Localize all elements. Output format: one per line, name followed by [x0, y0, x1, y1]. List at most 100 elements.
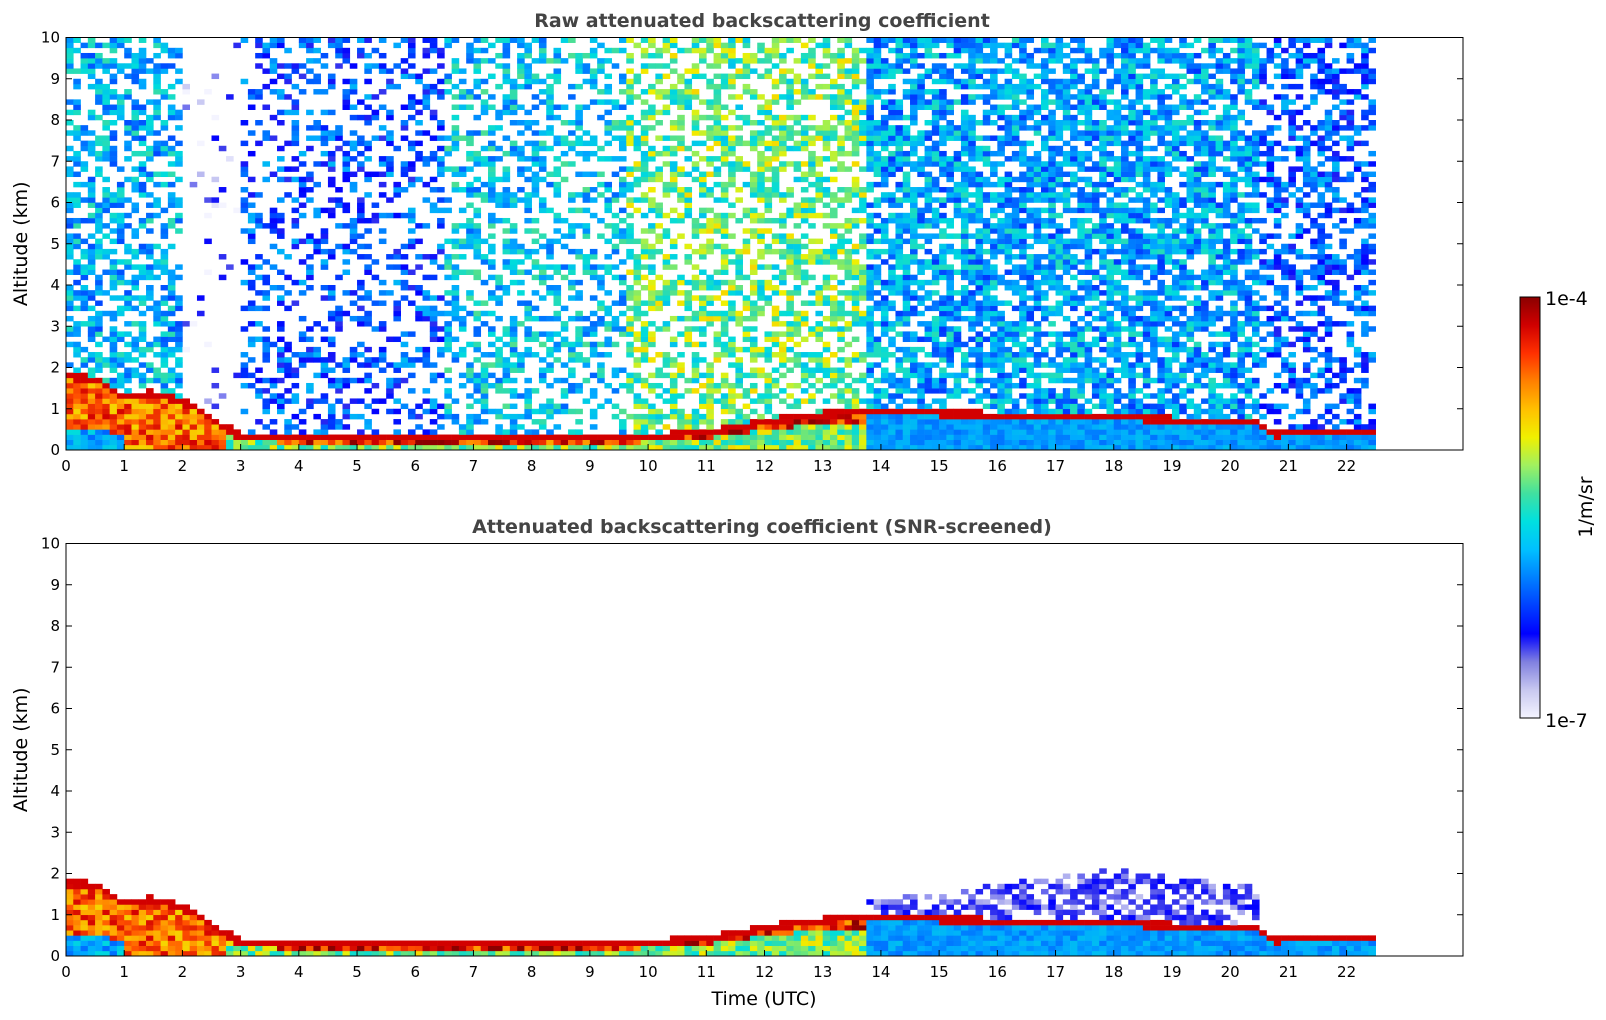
heatmap-cell: [939, 346, 947, 353]
heatmap-cell: [95, 285, 103, 291]
heatmap-cell: [66, 269, 74, 275]
heatmap-cell: [844, 362, 853, 368]
heatmap-cell: [626, 140, 634, 147]
heatmap-cell: [517, 68, 525, 74]
heatmap-cell: [466, 310, 474, 317]
heatmap-cell: [306, 254, 314, 260]
heatmap-cell: [931, 99, 940, 105]
heatmap-cell: [116, 424, 125, 430]
heatmap-cell: [400, 434, 409, 440]
heatmap-cell: [247, 228, 256, 234]
heatmap-cell: [240, 161, 249, 167]
heatmap-cell: [175, 109, 183, 116]
heatmap-cell: [931, 326, 940, 332]
heatmap-cell: [444, 78, 452, 85]
heatmap-cell: [66, 192, 74, 198]
heatmap-cell: [131, 434, 140, 440]
heatmap-cell: [699, 52, 707, 59]
heatmap-cell: [684, 388, 693, 394]
heatmap-cell: [407, 161, 416, 167]
heatmap-cell: [931, 145, 940, 152]
heatmap-cell: [764, 382, 773, 389]
heatmap-cell: [87, 398, 96, 404]
heatmap-cell: [386, 135, 394, 141]
heatmap-cell: [509, 439, 518, 446]
heatmap-cell: [400, 352, 409, 358]
heatmap-cell: [902, 388, 911, 394]
heatmap-cell: [531, 388, 540, 394]
heatmap-cell: [371, 429, 380, 435]
heatmap-cell: [779, 73, 787, 80]
heatmap-cell: [357, 140, 365, 147]
heatmap-cell: [284, 109, 292, 116]
heatmap-cell: [764, 444, 773, 451]
heatmap-cell: [851, 161, 860, 167]
heatmap-cell: [648, 145, 656, 152]
heatmap-cell: [116, 68, 125, 74]
heatmap-cell: [277, 248, 285, 255]
heatmap-cell: [742, 37, 751, 43]
heatmap-cell: [509, 94, 518, 100]
heatmap-cell: [633, 269, 642, 275]
heatmap-cell: [269, 439, 278, 446]
heatmap-cell: [815, 156, 824, 162]
heatmap-cell: [167, 290, 176, 296]
heatmap-cell: [866, 212, 874, 219]
heatmap-cell: [735, 321, 743, 327]
heatmap-cell: [626, 388, 634, 394]
heatmap-cell: [931, 207, 940, 214]
heatmap-cell: [822, 47, 831, 54]
heatmap-cell: [298, 89, 307, 95]
heatmap-cell: [699, 295, 707, 301]
heatmap-cell: [80, 58, 89, 64]
heatmap-cell: [407, 42, 416, 49]
heatmap-cell: [109, 238, 118, 245]
heatmap-cell: [808, 125, 816, 131]
heatmap-cell: [749, 228, 758, 234]
heatmap-cell: [837, 346, 845, 353]
heatmap-cell: [204, 341, 212, 348]
heatmap-cell: [73, 393, 81, 399]
heatmap-cell: [291, 140, 300, 147]
heatmap-cell: [575, 295, 583, 301]
heatmap-cell: [815, 377, 824, 384]
heatmap-cell: [742, 274, 751, 281]
heatmap-cell: [837, 300, 845, 306]
heatmap-cell: [102, 393, 110, 399]
heatmap-cell: [953, 212, 962, 219]
heatmap-cell: [626, 212, 634, 219]
heatmap-cell: [684, 434, 693, 440]
heatmap-cell: [546, 336, 554, 343]
heatmap-cell: [706, 285, 714, 291]
heatmap-cell: [895, 58, 904, 64]
heatmap-cell: [895, 357, 904, 363]
heatmap-cell: [378, 171, 387, 178]
heatmap-cell: [866, 413, 874, 420]
heatmap-cell: [910, 207, 918, 214]
heatmap-cell: [837, 243, 845, 250]
heatmap-cell: [342, 290, 351, 296]
heatmap-cell: [109, 382, 118, 389]
heatmap-cell: [902, 290, 911, 296]
heatmap-cell: [357, 150, 365, 157]
heatmap-cell: [764, 52, 773, 59]
heatmap-cell: [146, 362, 154, 368]
heatmap-cell: [786, 212, 794, 219]
heatmap-cell: [102, 429, 110, 435]
heatmap-cell: [640, 156, 649, 162]
heatmap-cell: [618, 120, 627, 126]
heatmap-cell: [662, 413, 671, 420]
heatmap-cell: [327, 83, 336, 90]
heatmap-cell: [902, 114, 911, 121]
heatmap-cell: [95, 63, 103, 69]
heatmap-cell: [146, 99, 154, 105]
heatmap-cell: [764, 439, 773, 446]
heatmap-cell: [662, 326, 671, 332]
heatmap-cell: [175, 403, 183, 410]
heatmap-cell: [175, 161, 183, 167]
heatmap-cell: [531, 161, 540, 167]
heatmap-cell: [422, 352, 431, 358]
heatmap-cell: [546, 83, 554, 90]
heatmap-cell: [167, 377, 176, 384]
heatmap-cell: [87, 58, 96, 64]
